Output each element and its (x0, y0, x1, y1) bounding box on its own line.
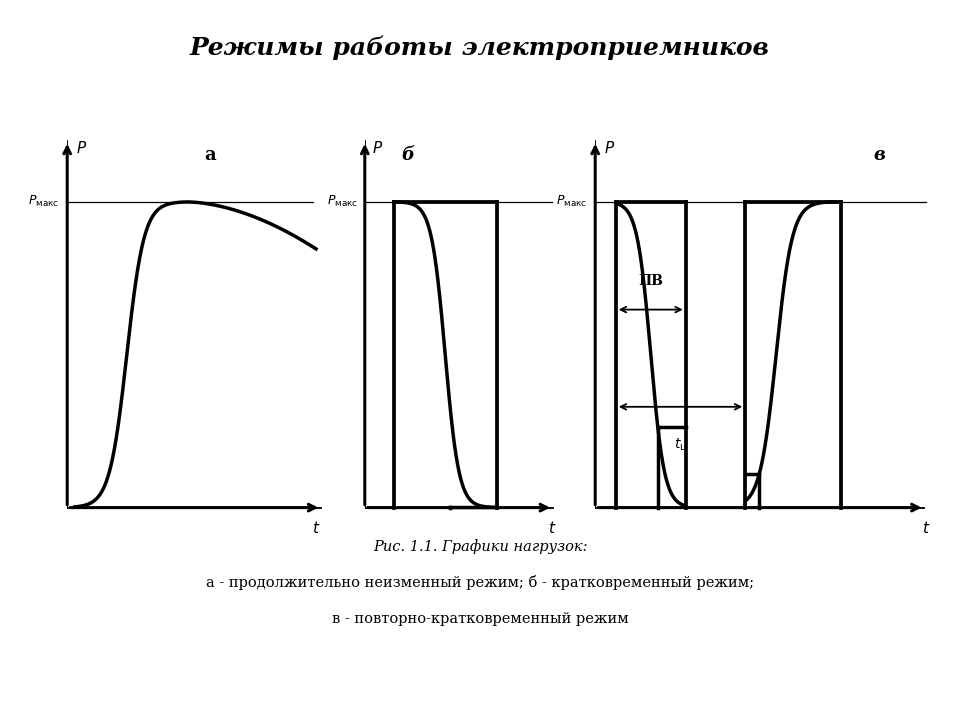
Text: Режимы работы электроприемников: Режимы работы электроприемников (190, 36, 770, 60)
Text: $P$: $P$ (372, 140, 383, 156)
Text: $P$: $P$ (604, 140, 615, 156)
Text: Рис. 1.1. Графики нагрузок:: Рис. 1.1. Графики нагрузок: (372, 539, 588, 554)
Text: $P_{\rm макс}$: $P_{\rm макс}$ (326, 194, 357, 209)
Text: б: б (401, 145, 415, 163)
Text: $P_{\rm макс}$: $P_{\rm макс}$ (29, 194, 60, 209)
Text: $t$: $t$ (548, 520, 556, 536)
Text: а: а (204, 145, 216, 163)
Text: в: в (874, 145, 885, 163)
Text: $t$: $t$ (312, 520, 321, 536)
Text: ПВ: ПВ (638, 274, 663, 288)
Text: в - повторно-кратковременный режим: в - повторно-кратковременный режим (331, 612, 629, 626)
Text: $P_{\rm макс}$: $P_{\rm макс}$ (557, 194, 588, 209)
Text: а - продолжительно неизменный режим; б - кратковременный режим;: а - продолжительно неизменный режим; б -… (206, 575, 754, 590)
Text: $t_{\rm ц}$: $t_{\rm ц}$ (674, 436, 687, 454)
Text: $P$: $P$ (76, 140, 87, 156)
Text: $t$: $t$ (922, 520, 930, 536)
